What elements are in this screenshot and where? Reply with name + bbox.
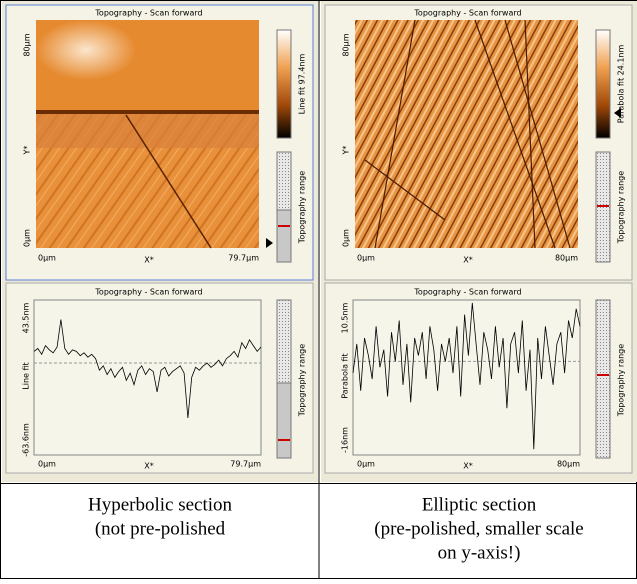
x-axis-label: X* <box>144 256 153 265</box>
profile-x-right: 79.7µm <box>230 460 261 469</box>
afm-image-band <box>36 110 259 114</box>
afm-image-scratch <box>374 19 416 249</box>
afm-image-scratch <box>504 19 571 249</box>
profile-range-bar <box>595 299 611 459</box>
profile-line <box>33 319 262 419</box>
colorbar-label: Parabola fit 24.1nm <box>617 44 626 123</box>
range-bar-fill <box>276 209 292 263</box>
y-axis-label: Y* <box>342 146 351 156</box>
profile-y-axis: Line fit <box>22 362 31 389</box>
x-axis-label: X* <box>463 256 472 265</box>
profile-x-left: 0µm <box>38 460 56 469</box>
profile-y-axis: Parabola fit <box>341 353 350 398</box>
slider-arrow <box>614 108 621 118</box>
colorbar <box>595 29 611 139</box>
caption: Hyperbolic section <box>88 494 233 515</box>
profile-x-left: 0µm <box>357 460 375 469</box>
colorbar <box>276 29 292 139</box>
x-left-label: 0µm <box>38 254 56 263</box>
afm-image-scratch <box>125 114 212 249</box>
profile-y-top: 10.5nm <box>341 302 350 333</box>
x-right-label: 79.7µm <box>228 254 259 263</box>
colorbar-label: Line fit 97.4nm <box>298 53 307 114</box>
profile-title: Topography - Scan forward <box>413 288 521 297</box>
profile-title: Topography - Scan forward <box>94 288 202 297</box>
afm-image-scratch <box>474 19 556 249</box>
afm-image <box>355 20 578 248</box>
profile-line <box>352 302 581 450</box>
slider-arrow <box>266 238 273 248</box>
range-label: Topography range <box>298 171 307 244</box>
y-bottom-label: 0µm <box>23 229 32 247</box>
afm-image-cloud <box>36 20 136 80</box>
profile-y-bottom: -63.6nm <box>22 423 31 457</box>
caption: (pre-polished, smaller scale <box>374 518 583 539</box>
y-axis-label: Y* <box>23 146 32 156</box>
profile-x-right: 80µm <box>557 460 580 469</box>
profile-range-label: Topography range <box>617 344 626 417</box>
profile-x-axis: X* <box>463 462 472 471</box>
image-title: Topography - Scan forward <box>94 9 202 18</box>
y-top-label: 80µm <box>23 33 32 56</box>
afm-image-scratch <box>524 19 536 249</box>
x-right-label: 80µm <box>555 254 578 263</box>
range-label: Topography range <box>617 171 626 244</box>
caption: on y-axis!) <box>438 542 521 563</box>
afm-image-scratch <box>364 159 446 221</box>
caption: (not pre-polished <box>95 518 226 539</box>
profile-plot <box>352 299 581 456</box>
image-title: Topography - Scan forward <box>413 9 521 18</box>
profile-y-bottom: -16nm <box>341 427 350 453</box>
profile-y-top: 43.5nm <box>22 302 31 333</box>
profile-range-label: Topography range <box>298 344 307 417</box>
profile-x-axis: X* <box>144 462 153 471</box>
afm-image-band-rough <box>36 114 259 148</box>
y-top-label: 80µm <box>342 33 351 56</box>
y-bottom-label: 0µm <box>342 229 351 247</box>
caption: Elliptic section <box>422 494 537 515</box>
profile-range-fill <box>276 382 292 459</box>
profile-plot <box>33 299 262 456</box>
x-left-label: 0µm <box>357 254 375 263</box>
